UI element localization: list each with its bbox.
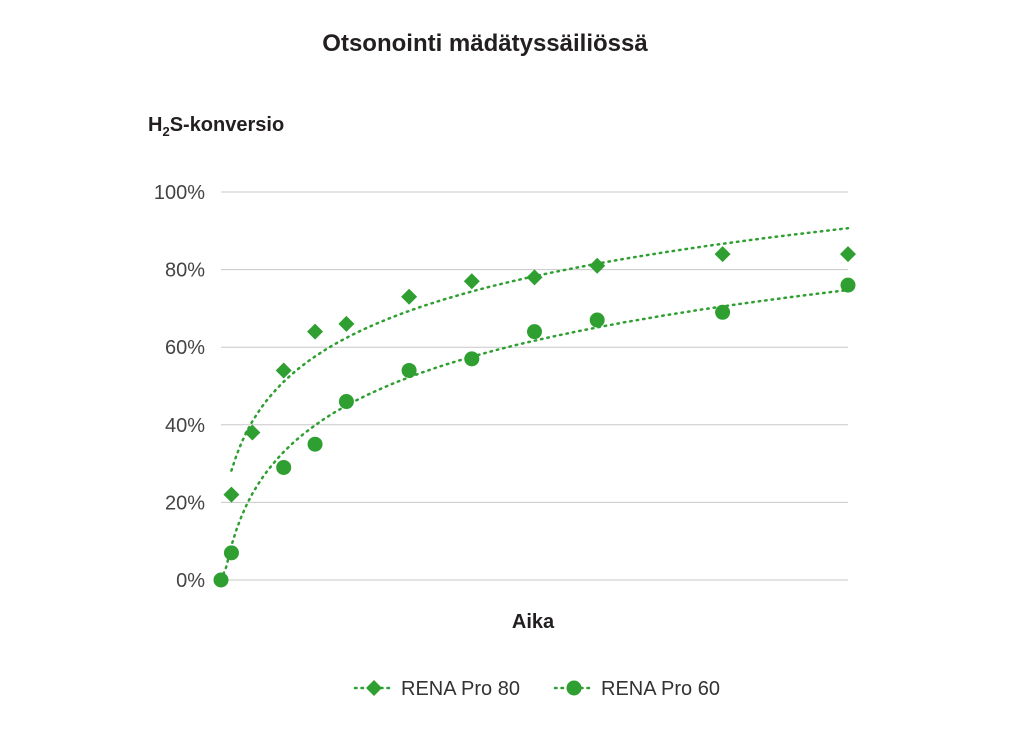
- point-rena-pro-80: [526, 269, 543, 286]
- point-rena-pro-60: [715, 304, 731, 320]
- point-rena-pro-60: [464, 351, 480, 367]
- y-tick-labels: 0% 20% 40% 60% 80% 100%: [154, 182, 205, 592]
- point-rena-pro-60: [223, 545, 239, 561]
- point-rena-pro-80: [307, 323, 324, 340]
- point-rena-pro-80: [589, 257, 606, 274]
- trendline-series-2: [219, 288, 850, 582]
- y-tick-label-0: 0%: [176, 570, 205, 592]
- point-rena-pro-80: [401, 288, 418, 305]
- y-axis-label: H2S-konversio: [148, 114, 284, 139]
- point-rena-pro-80: [714, 246, 731, 263]
- chart-title: Otsonointi mädätyssäiliössä: [322, 30, 648, 57]
- y-tick-label-40: 40%: [165, 415, 205, 437]
- legend-marker-circle: [566, 680, 582, 696]
- y-tick-label-80: 80%: [165, 260, 205, 282]
- gridlines: [221, 191, 848, 581]
- point-rena-pro-60: [589, 312, 605, 328]
- point-rena-pro-60: [276, 459, 292, 475]
- legend-label-series-2: RENA Pro 60: [601, 678, 720, 700]
- data-points: [213, 246, 856, 588]
- y-tick-label-20: 20%: [165, 492, 205, 514]
- y-tick-label-60: 60%: [165, 337, 205, 359]
- point-rena-pro-60: [338, 394, 354, 410]
- point-rena-pro-80: [244, 424, 261, 441]
- point-rena-pro-60: [213, 572, 229, 588]
- point-rena-pro-80: [275, 362, 292, 379]
- point-rena-pro-60: [527, 324, 542, 340]
- point-rena-pro-80: [463, 273, 480, 290]
- x-axis-label: Aika: [512, 611, 555, 633]
- legend: RENA Pro 80 RENA Pro 60: [353, 678, 720, 700]
- point-rena-pro-80: [223, 486, 240, 503]
- point-rena-pro-80: [338, 315, 355, 332]
- legend-label-series-1: RENA Pro 80: [401, 678, 520, 700]
- point-rena-pro-60: [840, 277, 856, 293]
- point-rena-pro-60: [401, 362, 417, 378]
- y-axis-label-main: H: [148, 114, 162, 136]
- legend-marker-diamond: [366, 680, 382, 696]
- point-rena-pro-80: [840, 246, 856, 263]
- trendline-series-1: [230, 226, 850, 472]
- y-tick-label-100: 100%: [154, 182, 205, 204]
- y-axis-label-subscript: 2: [162, 124, 169, 139]
- y-axis-label-rest: S-konversio: [170, 114, 284, 136]
- point-rena-pro-60: [307, 436, 323, 452]
